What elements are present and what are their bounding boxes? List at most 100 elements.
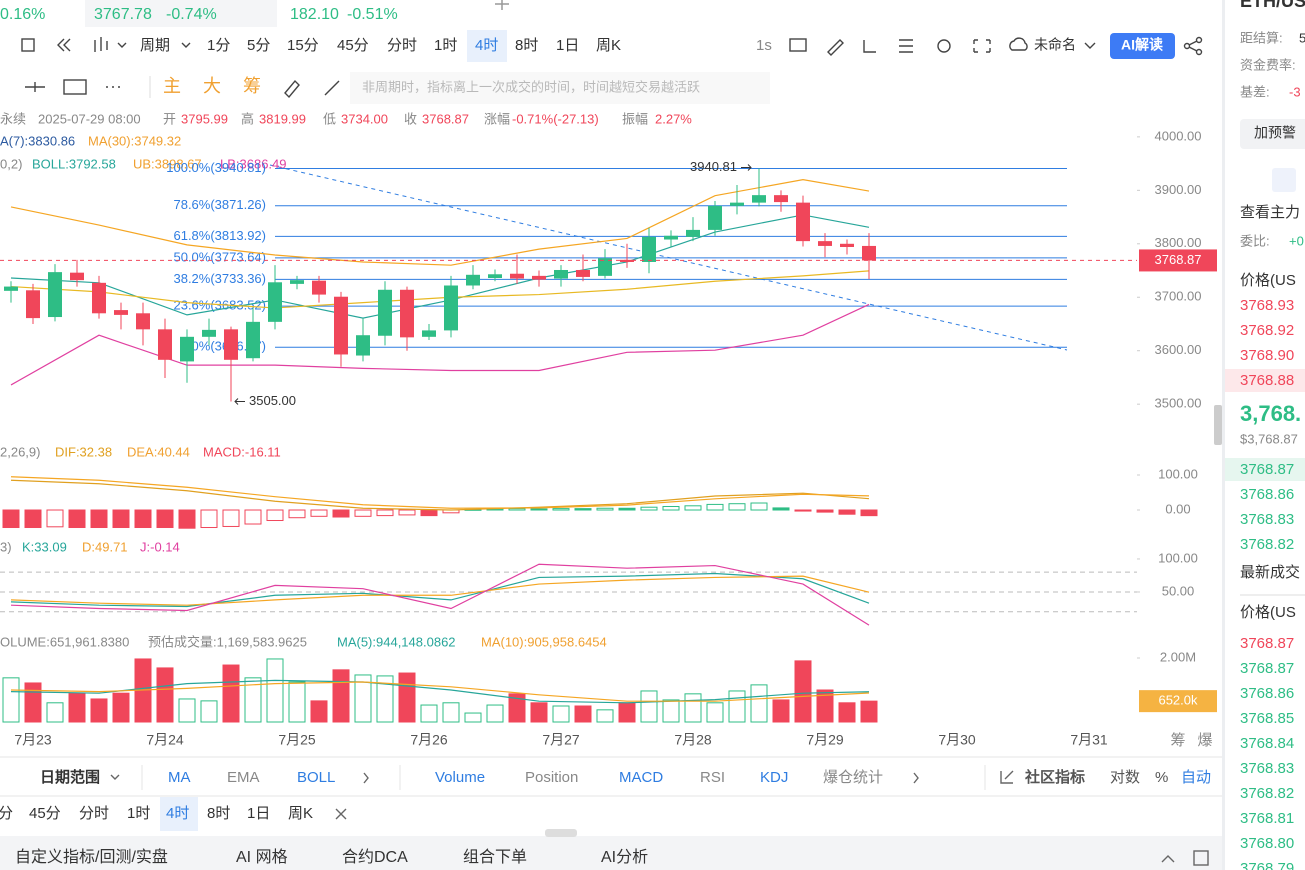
bottom-tab: 组合下单 bbox=[463, 848, 527, 866]
ticker-panel bbox=[85, 0, 277, 27]
macd-bar bbox=[662, 506, 680, 511]
volume-bar bbox=[354, 674, 372, 723]
sub-indicator: Position bbox=[525, 769, 578, 786]
interval-button: 45分 bbox=[29, 805, 61, 822]
refresh-rate: 1s bbox=[756, 37, 772, 54]
label: 收 bbox=[404, 111, 417, 126]
volume-bar bbox=[46, 702, 64, 723]
indicator-line bbox=[10, 679, 870, 704]
sub-indicator: KDJ bbox=[760, 769, 788, 786]
x-tick-label: 7月28 bbox=[674, 732, 712, 748]
volume-bar bbox=[662, 699, 680, 723]
auto-toggle: 自动 bbox=[1181, 769, 1211, 786]
bottom-icons[interactable] bbox=[1161, 850, 1209, 866]
ticker-price: 182.10 bbox=[290, 6, 339, 23]
trade-price: 3768.86 bbox=[1240, 685, 1294, 702]
interval-button: 4时 bbox=[166, 805, 189, 822]
fib-label: 61.8%(3813.92) bbox=[173, 228, 266, 243]
candle-body bbox=[180, 336, 194, 362]
volume-bar bbox=[750, 684, 768, 723]
x-tick-label: 7月27 bbox=[542, 732, 580, 748]
annotation-arrow bbox=[234, 398, 245, 405]
interval-button: 周K bbox=[288, 805, 313, 822]
sub-indicator: RSI bbox=[700, 769, 725, 786]
volume-bar bbox=[442, 702, 460, 723]
add-icon[interactable] bbox=[495, 0, 509, 10]
interval-button: 分时 bbox=[79, 805, 109, 822]
indicator-line bbox=[10, 476, 870, 509]
view-toggle-bg[interactable] bbox=[1272, 168, 1296, 192]
legend: J:-0.14 bbox=[140, 539, 180, 554]
volume-bar bbox=[706, 702, 724, 723]
value: 5 bbox=[1299, 30, 1305, 45]
interval-button: 分 bbox=[0, 805, 13, 822]
legend: 0,2) bbox=[0, 156, 22, 171]
volume-bar bbox=[794, 660, 812, 723]
macd-bar bbox=[354, 509, 372, 517]
x-tick-label: 7月29 bbox=[806, 732, 844, 748]
alert-button-bg[interactable] bbox=[1240, 119, 1305, 149]
main-indicator: BOLL bbox=[297, 769, 335, 786]
macd-bar bbox=[618, 507, 636, 511]
macd-bar bbox=[310, 509, 328, 517]
ask-price: 3768.88 bbox=[1240, 372, 1294, 389]
macd-bar bbox=[46, 509, 64, 528]
volume-bar bbox=[398, 672, 416, 723]
toolbar-icons[interactable] bbox=[21, 36, 1203, 56]
macd-bar bbox=[706, 503, 724, 511]
annotation-arrow bbox=[741, 164, 752, 171]
volume-bar bbox=[618, 702, 636, 723]
x-tick-label: 7月23 bbox=[14, 732, 52, 748]
interval-button: 45分 bbox=[337, 37, 369, 54]
trade-price: 3768.82 bbox=[1240, 785, 1294, 802]
y-tick-label: 4000.00 bbox=[1155, 128, 1202, 143]
label: 委比: bbox=[1240, 233, 1270, 248]
label: 涨幅 bbox=[484, 111, 510, 126]
candle-body bbox=[774, 195, 788, 203]
candle-body bbox=[246, 321, 260, 359]
chevrons[interactable] bbox=[110, 770, 1014, 820]
drawing-icons[interactable] bbox=[25, 79, 340, 99]
y-tick-label: 100.00 bbox=[1158, 550, 1198, 565]
macd-bar bbox=[860, 509, 878, 517]
legend: MA(30):3749.32 bbox=[88, 133, 181, 148]
candle-body bbox=[488, 274, 502, 279]
volume-bar bbox=[728, 690, 746, 723]
community-indicators: 社区指标 bbox=[1024, 768, 1085, 786]
ticker-change: -0.74% bbox=[166, 6, 217, 23]
bottom-bar-bg bbox=[0, 836, 1222, 870]
interval-button: 1日 bbox=[556, 37, 579, 54]
amplitude: 2.27% bbox=[655, 111, 692, 126]
volume-bar bbox=[552, 705, 570, 723]
column-header: 价格(US bbox=[1240, 272, 1296, 289]
x-tick-label: 7月24 bbox=[146, 732, 184, 748]
ticker-change: -0.51% bbox=[347, 6, 398, 23]
volume-bar bbox=[860, 700, 878, 723]
period-menu: 周期 bbox=[140, 37, 170, 54]
panel-handle[interactable] bbox=[1214, 405, 1222, 445]
volume-label: 652.0k bbox=[1158, 693, 1198, 708]
legend: MACD:-16.11 bbox=[203, 444, 281, 459]
volume-bar bbox=[464, 712, 482, 723]
y-tick-label: 3800.00 bbox=[1155, 235, 1202, 250]
interval-button: 15分 bbox=[287, 37, 319, 54]
volume-bar bbox=[838, 702, 856, 723]
interval-button: 8时 bbox=[207, 805, 230, 822]
ticker-price: 3767.78 bbox=[94, 6, 152, 23]
bottom-tab: AI分析 bbox=[601, 848, 648, 866]
volume-bar bbox=[156, 667, 174, 723]
ai-button-bg[interactable] bbox=[1110, 33, 1175, 59]
indicator-line bbox=[10, 214, 870, 319]
macd-bar bbox=[90, 509, 108, 529]
volume-bar bbox=[574, 705, 592, 723]
trade-price: 3768.81 bbox=[1240, 810, 1294, 827]
resize-handle[interactable] bbox=[545, 829, 577, 837]
tool-button: 主 bbox=[163, 76, 181, 96]
volume-bar bbox=[222, 664, 240, 723]
candle-body bbox=[862, 245, 876, 261]
macd-bar bbox=[420, 509, 438, 517]
indicator-line bbox=[10, 572, 870, 608]
sub-indicator: Volume bbox=[435, 769, 485, 786]
